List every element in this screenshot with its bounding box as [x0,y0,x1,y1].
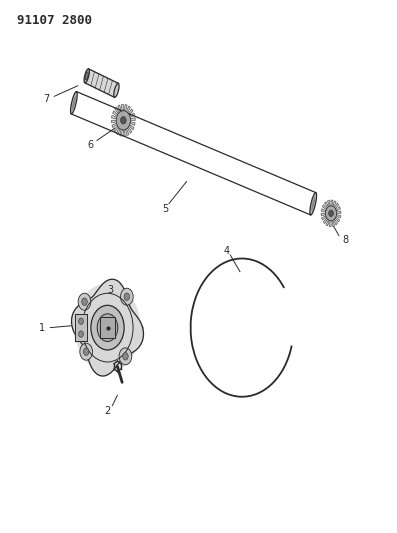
Ellipse shape [311,197,315,211]
Circle shape [91,305,124,350]
Polygon shape [128,109,133,115]
Polygon shape [127,127,132,133]
Circle shape [97,314,118,342]
Polygon shape [116,128,120,134]
Polygon shape [337,211,341,213]
Ellipse shape [310,192,316,215]
Polygon shape [127,106,130,112]
Text: 6: 6 [88,140,94,150]
Polygon shape [326,220,329,226]
Polygon shape [321,213,326,216]
Circle shape [329,210,333,216]
Polygon shape [328,200,330,206]
Ellipse shape [71,92,77,114]
Polygon shape [75,314,87,341]
Circle shape [116,111,131,130]
Circle shape [120,288,133,305]
Text: 3: 3 [108,286,114,295]
Circle shape [78,293,91,310]
Polygon shape [322,216,326,220]
Polygon shape [112,115,117,119]
Text: 2: 2 [104,406,111,416]
Ellipse shape [85,72,88,80]
Circle shape [79,331,83,337]
Polygon shape [100,317,116,338]
Polygon shape [71,279,143,376]
Text: 5: 5 [162,204,168,214]
Circle shape [79,318,83,325]
Polygon shape [322,205,327,209]
Polygon shape [129,125,134,130]
Polygon shape [332,220,334,227]
Text: 91107 2800: 91107 2800 [17,14,92,27]
Circle shape [74,283,141,372]
Circle shape [82,298,87,305]
Polygon shape [336,215,341,218]
Polygon shape [125,129,129,135]
Circle shape [123,353,128,360]
Polygon shape [130,118,135,120]
Polygon shape [324,218,328,223]
Polygon shape [114,126,118,132]
Ellipse shape [114,83,119,98]
Text: 1: 1 [39,322,45,333]
Circle shape [124,293,129,301]
Polygon shape [336,207,340,211]
Polygon shape [115,108,119,114]
Polygon shape [113,111,118,116]
Polygon shape [330,221,331,227]
Polygon shape [130,122,135,125]
Polygon shape [123,130,125,136]
Circle shape [80,343,93,360]
Polygon shape [334,219,337,225]
Circle shape [121,117,126,124]
Polygon shape [335,217,339,222]
Polygon shape [118,105,121,112]
Polygon shape [112,123,117,127]
Circle shape [119,348,132,365]
Polygon shape [124,104,127,111]
Text: 8: 8 [343,235,349,245]
Polygon shape [85,69,118,98]
Polygon shape [325,202,328,208]
Circle shape [83,348,89,356]
Polygon shape [335,203,339,208]
Polygon shape [331,200,333,206]
Ellipse shape [72,95,76,110]
Polygon shape [121,104,123,111]
Text: 4: 4 [223,246,229,255]
Polygon shape [112,120,116,123]
Polygon shape [321,209,326,212]
Polygon shape [119,130,122,136]
Polygon shape [333,201,336,207]
Text: 7: 7 [43,94,49,104]
Ellipse shape [84,69,89,83]
Circle shape [326,206,337,221]
Polygon shape [130,113,135,117]
